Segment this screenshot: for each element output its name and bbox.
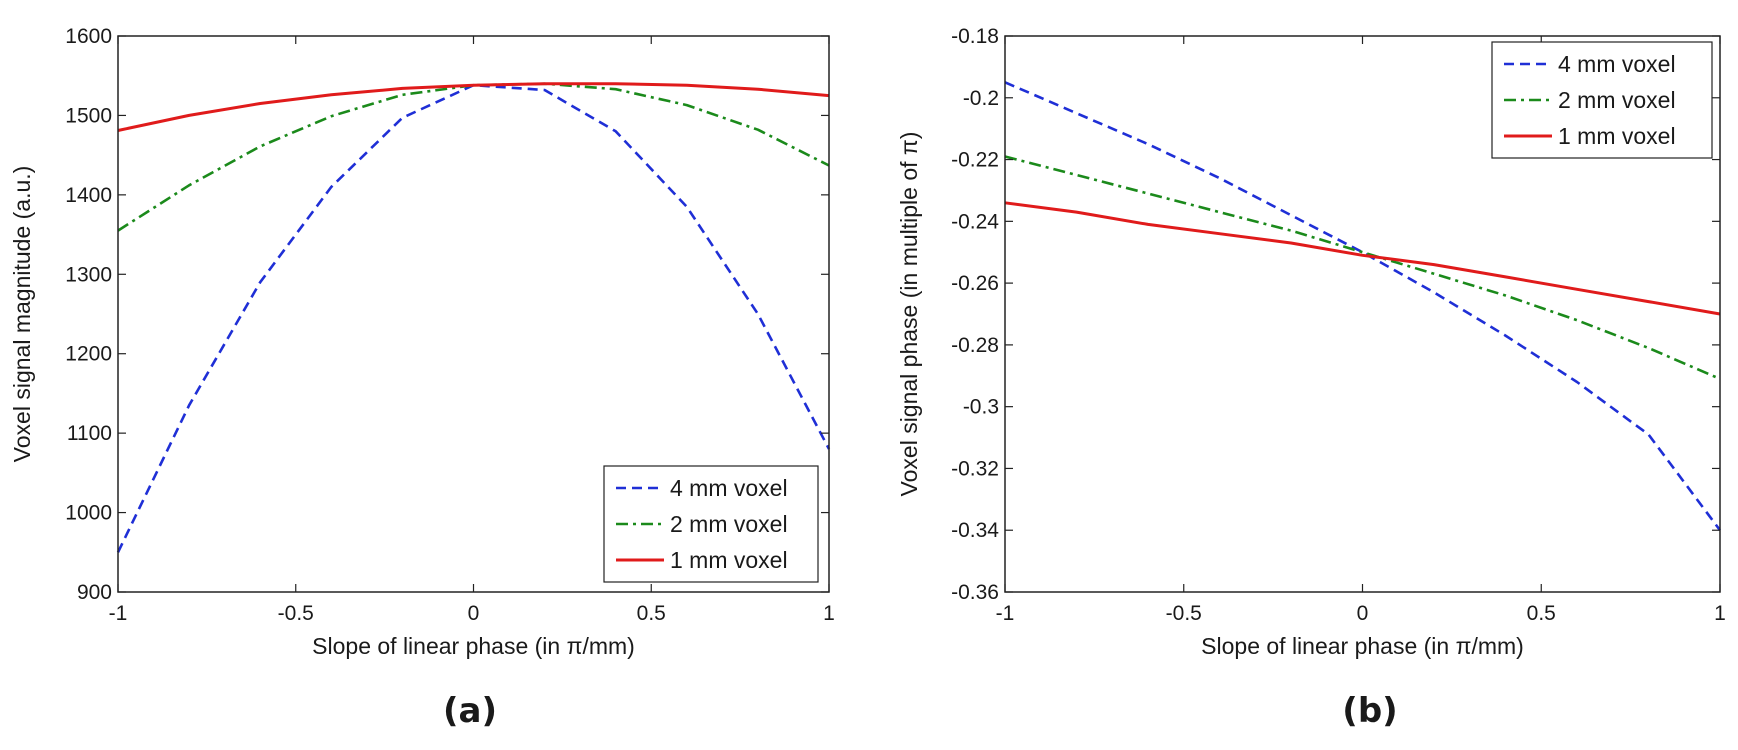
magnitude-ticks: -1 -0.5 0 0.5 1 900 1000 1100 1200 1300 1400 1500 16… — [65, 25, 835, 625]
legend-entry-label: 2 mm voxel — [670, 511, 788, 537]
series-line-1-mm-voxel — [117, 82, 830, 132]
y-tick-label: -0.28 — [951, 334, 999, 357]
y-tick-label: -0.22 — [951, 149, 999, 172]
magnitude-chart: -1 -0.5 0 0.5 1 900 1000 1100 1200 1300 1400 1500 16… — [9, 25, 835, 731]
y-tick-label: -0.2 — [963, 87, 999, 110]
y-tick-label: -0.36 — [951, 581, 999, 604]
series-line-1-mm-voxel — [1004, 201, 1721, 316]
legend-box — [603, 465, 819, 583]
y-tick-label: -0.26 — [951, 272, 999, 295]
x-tick-label: -1 — [996, 602, 1015, 625]
y-tick-label: 1300 — [65, 263, 112, 286]
y-tick-label: -0.34 — [951, 519, 999, 542]
legend-entry-label: 1 mm voxel — [670, 547, 788, 573]
y-tick-label: 1400 — [65, 184, 112, 207]
y-tick-label: -0.24 — [951, 210, 999, 233]
phase-y-axis-label: Voxel signal phase (in multiple of π) — [896, 132, 922, 497]
y-tick-label: 900 — [77, 581, 112, 604]
y-tick-label: 1200 — [65, 343, 112, 366]
x-tick-label: 0 — [1357, 602, 1369, 625]
phase-chart: -1 -0.5 0 0.5 1 -0.36 -0.34 -0.32 -0.3 -0.28 -0.26… — [896, 25, 1726, 731]
magnitude-y-axis-label: Voxel signal magnitude (a.u.) — [9, 166, 35, 463]
magnitude-x-axis-label: Slope of linear phase (in π/mm) — [312, 633, 635, 659]
series-line-2-mm-voxel — [1004, 155, 1721, 381]
legend-entry-label: 2 mm voxel — [1558, 87, 1676, 113]
x-tick-label: -0.5 — [1166, 602, 1202, 625]
x-tick-label: 0.5 — [637, 602, 666, 625]
x-tick-label: 1 — [1714, 602, 1726, 625]
y-tick-label: -0.32 — [951, 457, 999, 480]
legend-entry-label: 4 mm voxel — [670, 475, 788, 501]
magnitude-lines — [116, 82, 831, 553]
x-tick-label: 0 — [468, 602, 480, 625]
legend-entry-label: 1 mm voxel — [1558, 123, 1676, 149]
panel-label-a: (a) — [443, 691, 497, 731]
x-tick-label: -0.5 — [278, 602, 314, 625]
magnitude-legend: 4 mm voxel 2 mm voxel 1 mm voxel — [603, 465, 819, 583]
legend-entry-label: 4 mm voxel — [1558, 51, 1676, 77]
x-tick-label: 1 — [823, 602, 835, 625]
phase-ticks: -1 -0.5 0 0.5 1 -0.36 -0.34 -0.32 -0.3 -0.28 -0.26… — [951, 25, 1726, 625]
phase-lines — [1004, 81, 1722, 531]
y-tick-label: 1600 — [65, 25, 112, 48]
x-tick-label: -1 — [109, 602, 128, 625]
phase-legend: 4 mm voxel 2 mm voxel 1 mm voxel — [1491, 41, 1713, 159]
x-tick-label: 0.5 — [1527, 602, 1556, 625]
y-tick-label: 1500 — [65, 104, 112, 127]
y-tick-label: -0.18 — [951, 25, 999, 48]
series-line-2-mm-voxel — [117, 82, 830, 232]
phase-x-axis-label: Slope of linear phase (in π/mm) — [1201, 633, 1524, 659]
y-tick-label: 1100 — [67, 422, 112, 445]
y-tick-label: -0.3 — [963, 396, 999, 419]
legend-box — [1491, 41, 1713, 159]
panel-label-b: (b) — [1342, 691, 1397, 731]
y-tick-label: 1000 — [65, 502, 112, 525]
series-line-4-mm-voxel — [1004, 81, 1722, 531]
